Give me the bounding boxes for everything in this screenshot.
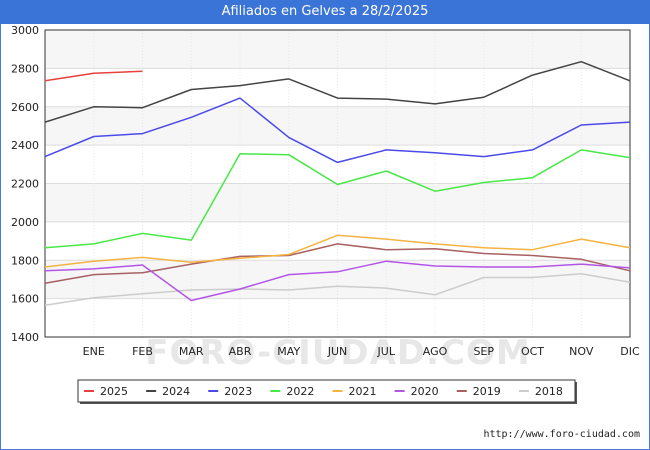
- grid-lines: [44, 29, 631, 338]
- x-tick-label: SEP: [473, 345, 494, 358]
- series-line-2020: [44, 260, 631, 302]
- series-line-2022: [44, 149, 631, 249]
- legend-label-2024: 2024: [162, 385, 190, 398]
- series-line-2019: [44, 243, 631, 285]
- x-tick-label: JUN: [327, 345, 348, 358]
- legend-label-2019: 2019: [473, 385, 501, 398]
- watermark: FORO-CIUDAD.COM: [145, 333, 531, 373]
- y-tick-label: 3000: [11, 24, 39, 37]
- x-axis-ticks: ENE FEB MAR ABR MAY JUN JUL AGO SEP OCT NOV DIC: [83, 345, 640, 358]
- y-tick-label: 2800: [11, 62, 39, 75]
- x-tick-label: DIC: [620, 345, 640, 358]
- plot-band: [45, 30, 630, 69]
- y-tick-label: 2600: [11, 101, 39, 114]
- y-axis-ticks: 1400 1600 1800 2000 2200 2400 2600 2800 3000: [11, 24, 39, 344]
- x-tick-label: ABR: [229, 345, 252, 358]
- x-tick-label: JUL: [377, 345, 396, 358]
- y-tick-label: 2400: [11, 139, 39, 152]
- y-tick-label: 1600: [11, 293, 39, 306]
- x-tick-label: NOV: [569, 345, 594, 358]
- x-tick-label: OCT: [521, 345, 544, 358]
- legend-label-2018: 2018: [535, 385, 563, 398]
- legend-label-2020: 2020: [411, 385, 439, 398]
- series-line-2024: [44, 60, 631, 123]
- footer-source: http://www.foro-ciudad.com: [483, 429, 640, 440]
- legend-box: [77, 379, 576, 403]
- legend-label-2023: 2023: [224, 385, 252, 398]
- x-tick-label: MAY: [277, 345, 300, 358]
- series-line-2023: [44, 97, 631, 164]
- series-line-2025: [44, 70, 143, 82]
- y-tick-label: 2000: [11, 216, 39, 229]
- legend-label-2021: 2021: [349, 385, 377, 398]
- x-tick-label: AGO: [423, 345, 448, 358]
- series-line-2021: [44, 234, 631, 268]
- legend-label-2022: 2022: [286, 385, 314, 398]
- series-lines: [44, 60, 631, 307]
- x-tick-label: FEB: [132, 345, 153, 358]
- legend: 2025 2024 2023 2022 2021 2020 2019 2018: [77, 379, 577, 404]
- y-tick-label: 1800: [11, 254, 39, 267]
- plot-border: [44, 29, 631, 338]
- chart-title: Afiliados en Gelves a 28/2/2025: [0, 0, 650, 24]
- plot-band: [45, 106, 630, 146]
- y-tick-label: 1400: [11, 331, 39, 344]
- legend-label-2025: 2025: [100, 385, 128, 398]
- series-line-2018: [44, 272, 631, 307]
- x-tick-label: MAR: [179, 345, 204, 358]
- x-tick-label: ENE: [83, 345, 105, 358]
- y-tick-label: 2200: [11, 178, 39, 191]
